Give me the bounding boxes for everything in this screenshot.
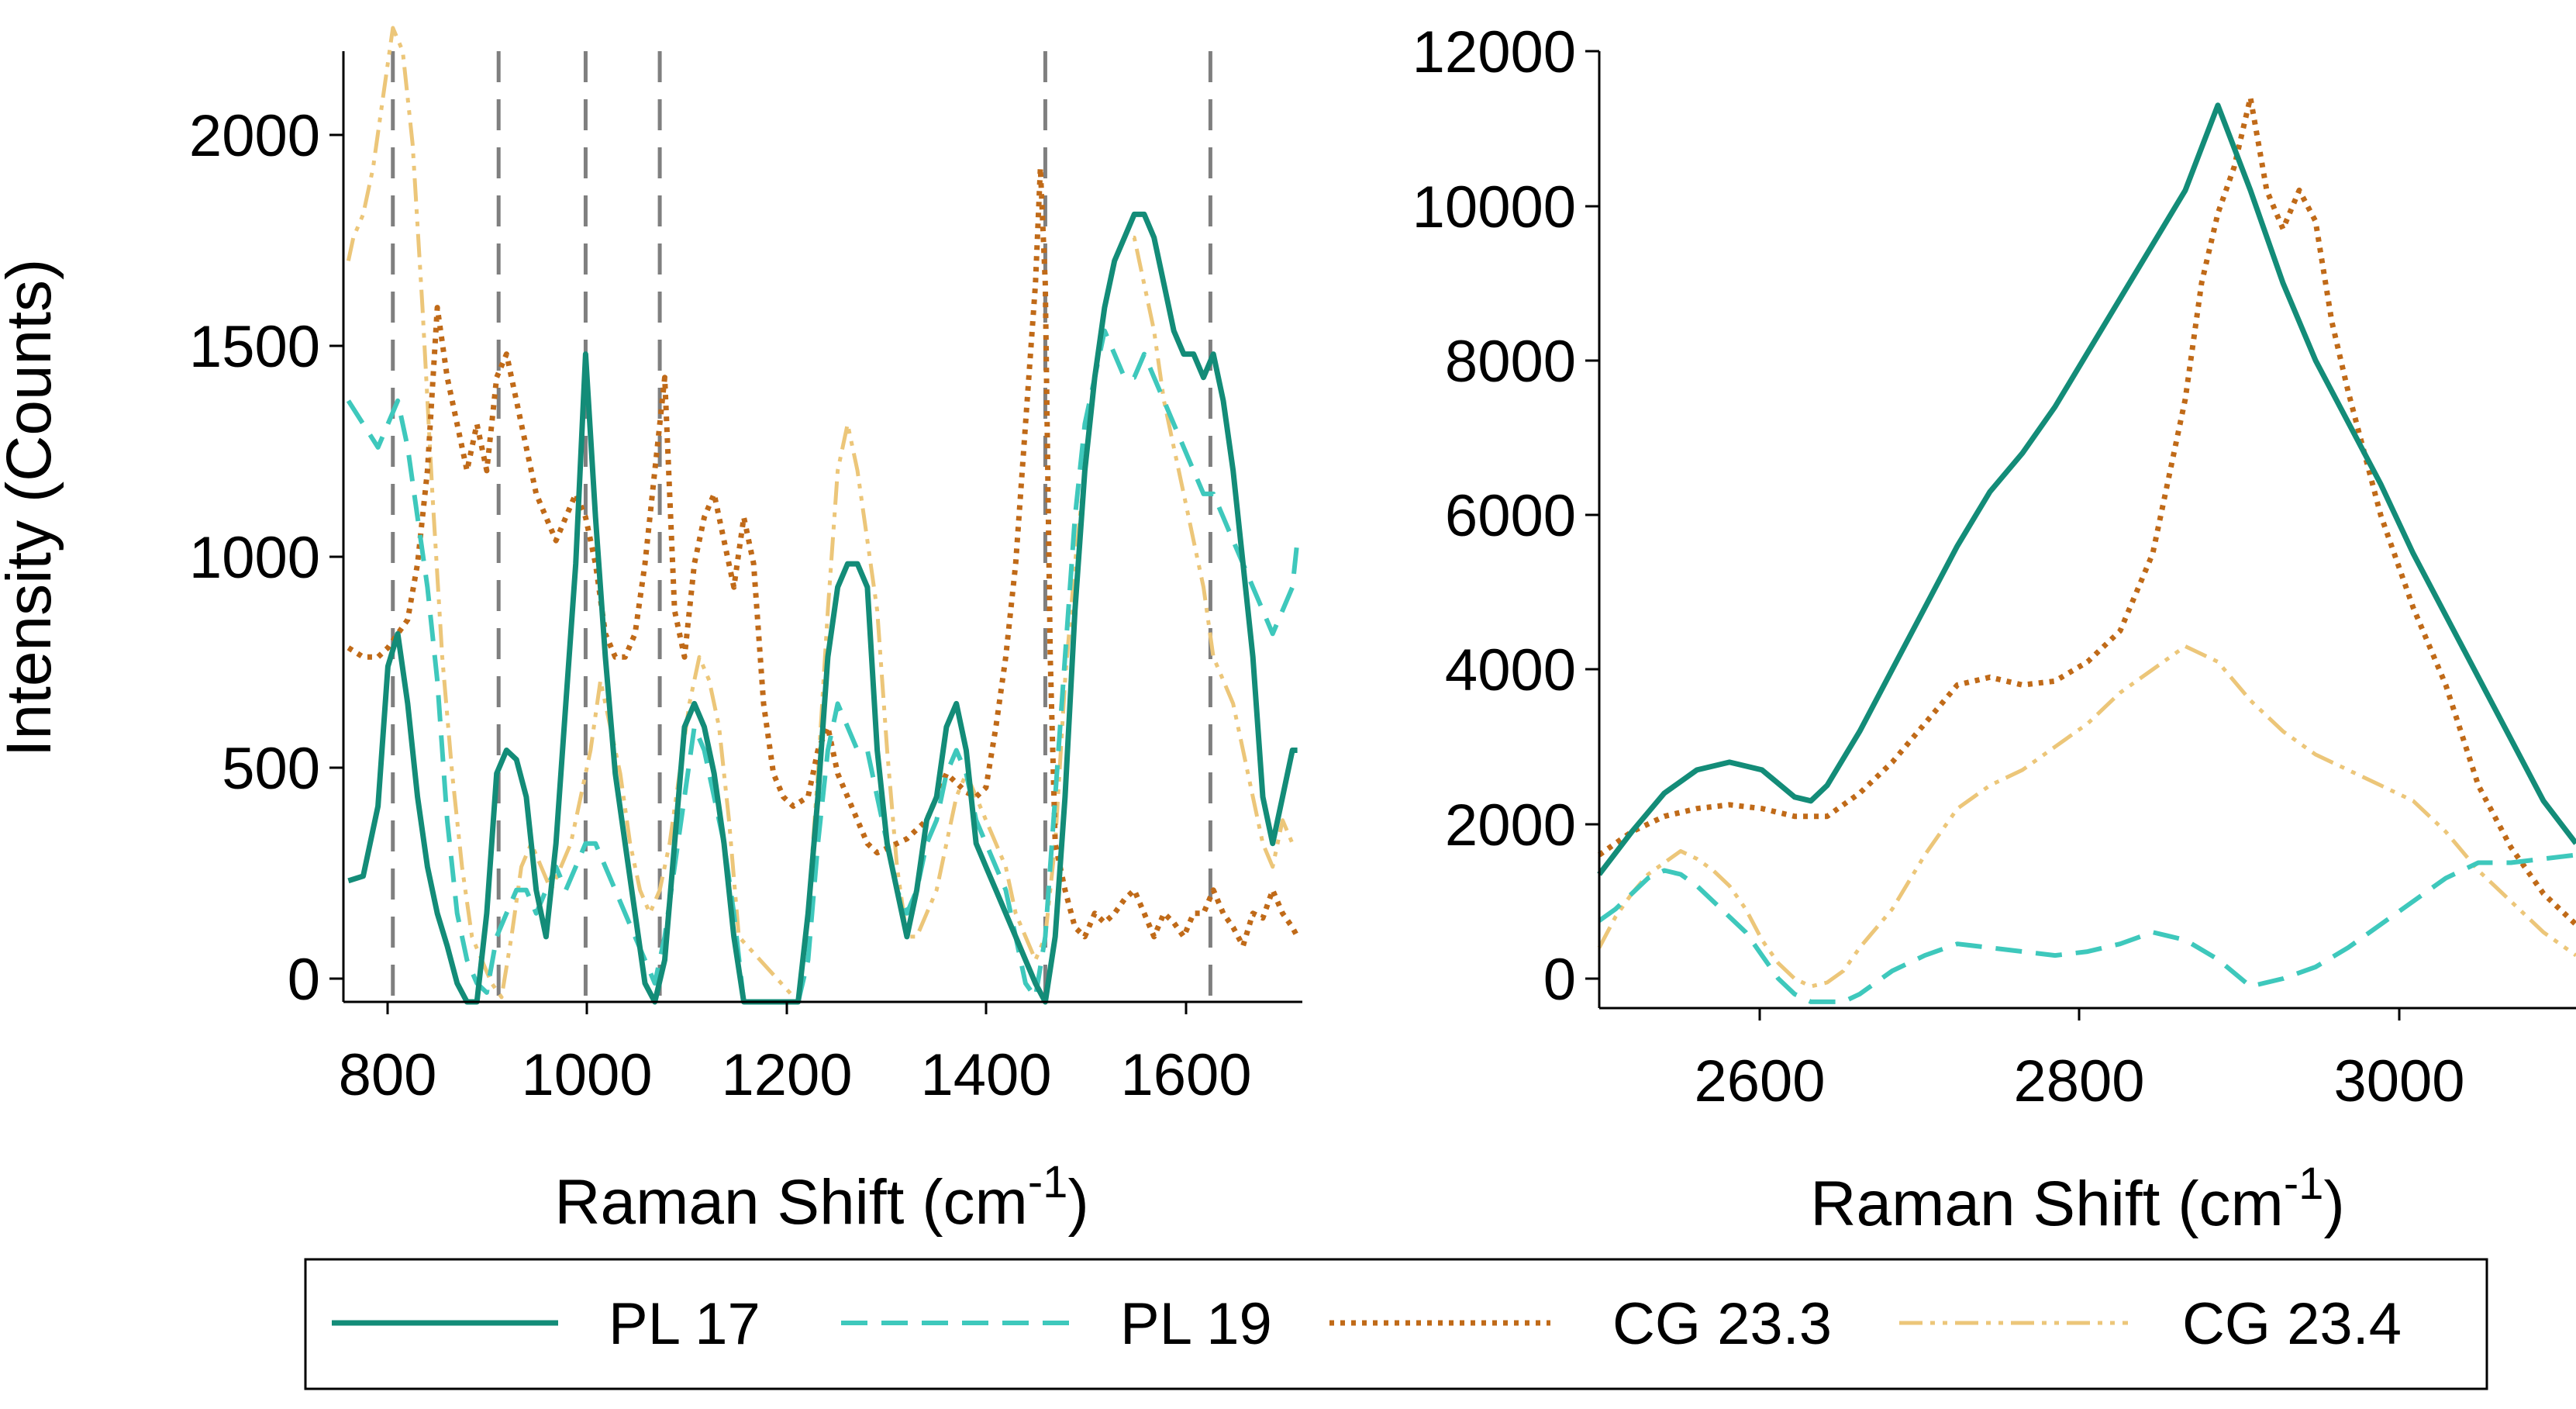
left-y-ticks: 0 500 1000 1500 2000 <box>189 103 343 1013</box>
x-tick-label: 1400 <box>920 1042 1051 1108</box>
series-line-pl-19 <box>1598 852 2576 1004</box>
y-tick-label: 10000 <box>1412 174 1576 240</box>
right-x-ticks: 2600 2800 3000 <box>1694 1008 2465 1114</box>
y-tick-label: 8000 <box>1445 329 1576 395</box>
x-tick-label: 2600 <box>1694 1048 1825 1114</box>
right-series-group <box>1597 95 2576 1004</box>
y-tick-label: 500 <box>222 736 320 802</box>
y-tick-label: 1500 <box>189 314 320 380</box>
y-tick-label: 1000 <box>189 525 320 591</box>
series-line-cg-23-3 <box>1597 95 2576 927</box>
series-line-pl-19 <box>346 328 1300 1004</box>
x-tick-label: 1600 <box>1120 1042 1251 1108</box>
legend-label: PL 17 <box>609 1291 760 1357</box>
y-tick-label: 0 <box>1543 947 1576 1013</box>
legend-label: CG 23.4 <box>2182 1291 2402 1357</box>
y-tick-label: 12000 <box>1412 19 1576 85</box>
series-line-pl-17 <box>347 211 1298 1005</box>
left-x-ticks: 800 1000 1200 1400 1600 <box>339 1002 1252 1108</box>
legend-label: PL 19 <box>1120 1291 1272 1357</box>
series-line-cg-23-3 <box>347 164 1300 949</box>
x-tick-label: 2800 <box>2013 1048 2144 1114</box>
legend-label: CG 23.3 <box>1612 1291 1832 1357</box>
left-y-axis-title: Intensity (Counts) <box>0 259 64 758</box>
left-series-group <box>346 26 1300 1005</box>
series-line-cg-23-4 <box>346 26 1298 1004</box>
right-x-axis-title: Raman Shift (cm-1) <box>1810 1159 2345 1239</box>
series-line-pl-17 <box>1597 102 2576 876</box>
x-tick-label: 800 <box>339 1042 437 1108</box>
x-tick-label: 1200 <box>721 1042 852 1108</box>
right-y-ticks: 0 2000 4000 6000 8000 10000 12000 <box>1412 19 1599 1013</box>
y-tick-label: 4000 <box>1445 637 1576 703</box>
legend: PL 17 PL 19 CG 23.3 CG 23.4 <box>304 1258 2488 1390</box>
series-line-cg-23-4 <box>1597 644 2576 989</box>
reference-lines <box>391 51 1212 1002</box>
left-x-axis-title: Raman Shift (cm-1) <box>554 1157 1089 1238</box>
left-spectrum-panel: 800 1000 1200 1400 1600 0 500 1000 1500 2000 Int… <box>0 26 1302 1238</box>
y-tick-label: 2000 <box>1445 793 1576 858</box>
y-tick-label: 6000 <box>1445 483 1576 549</box>
x-tick-label: 1000 <box>521 1042 652 1108</box>
y-tick-label: 0 <box>288 947 320 1013</box>
x-tick-label: 3000 <box>2333 1048 2464 1114</box>
right-spectrum-panel: 2600 2800 3000 0 2000 4000 6000 8000 10000 12000… <box>1412 19 2576 1239</box>
y-tick-label: 2000 <box>189 103 320 169</box>
legend-entries: PL 17 PL 19 CG 23.3 CG 23.4 <box>332 1291 2402 1357</box>
